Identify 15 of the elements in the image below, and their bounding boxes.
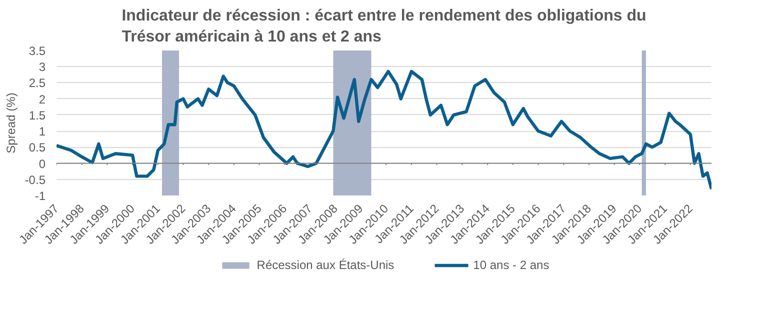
y-tick-label: 2 [38,92,46,106]
y-tick-label: -1 [34,189,46,203]
y-tick-label: 3 [38,60,46,74]
y-tick-label: 0.5 [28,140,46,155]
y-tick-label: 1 [38,124,46,139]
chart-title: Indicateur de récession : écart entre le rendement des obligations du Trésor américain à 10 ans et 2 ans [122,7,646,46]
y-axis-title: Spread (%) [4,92,18,154]
y-tick-label: 0 [38,156,46,171]
y-tick-label: 2.5 [28,76,46,90]
y-tick-label: 1.5 [28,108,46,122]
y-tick-label: -0.5 [24,172,46,187]
line-series [56,70,712,191]
legend-label: Récession aux États-Unis [256,258,394,272]
legend-label: 10 ans - 2 ans [473,258,550,272]
y-tick-label: 3.5 [28,44,46,58]
